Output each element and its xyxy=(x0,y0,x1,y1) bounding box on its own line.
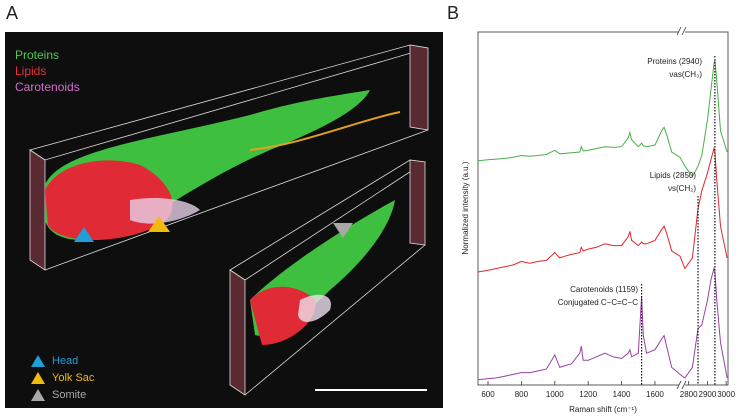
head-marker xyxy=(74,227,94,242)
x-tick-label: 1600 xyxy=(646,390,664,399)
x-tick-label: 800 xyxy=(515,390,529,399)
annotation-label: Proteins (2940) xyxy=(647,57,702,66)
channel-label: Carotenoids xyxy=(15,80,80,94)
panel-label: A xyxy=(6,3,18,23)
legend-marker xyxy=(31,355,45,367)
x-tick-label: 600 xyxy=(481,390,495,399)
annotation-mode: Conjugated C−C=C−C xyxy=(558,298,638,307)
annotation-label: Lipids (2850) xyxy=(650,171,697,180)
legend: Head Yolk Sac Somite xyxy=(31,355,95,401)
channel-labels: Proteins Lipids Carotenoids xyxy=(15,48,80,94)
legend-label: Head xyxy=(52,355,78,367)
x-axis-label: Raman shift (cm⁻¹) xyxy=(569,405,637,414)
spectrum-line xyxy=(477,60,728,178)
channel-label: Lipids xyxy=(15,64,46,78)
y-axis-label: Normalized intensity (a.u.) xyxy=(461,161,470,254)
somite-marker xyxy=(333,223,353,238)
x-tick-label: 2900 xyxy=(699,390,717,399)
x-tick-label: 1400 xyxy=(613,390,631,399)
plot-frame xyxy=(477,31,729,386)
spectrum-line xyxy=(477,146,728,273)
legend-marker xyxy=(31,372,45,384)
channel-label: Proteins xyxy=(15,48,59,62)
upper-specimen xyxy=(29,44,429,271)
legend-label: Yolk Sac xyxy=(52,372,95,384)
spectrum-line xyxy=(477,266,728,381)
plot: 600 800 1000 1200 1400 1600 2800 2900 3000 Protei… xyxy=(477,56,736,399)
panel-label: B xyxy=(447,3,459,23)
x-tick-label: 1200 xyxy=(579,390,597,399)
legend-label: Somite xyxy=(52,389,86,401)
x-tick-label: 2800 xyxy=(680,390,698,399)
yolk-marker xyxy=(148,216,170,232)
legend-marker xyxy=(31,389,45,401)
lower-specimen xyxy=(229,159,427,396)
annotation-label: Carotenoids (1159) xyxy=(570,285,638,294)
x-tick-label: 1000 xyxy=(546,390,564,399)
annotation-mode: νas(CH₃) xyxy=(669,70,702,79)
axis-break xyxy=(676,26,687,390)
annotation-mode: νs(CH₂) xyxy=(668,184,696,193)
x-tick-label: 3000 xyxy=(717,390,735,399)
